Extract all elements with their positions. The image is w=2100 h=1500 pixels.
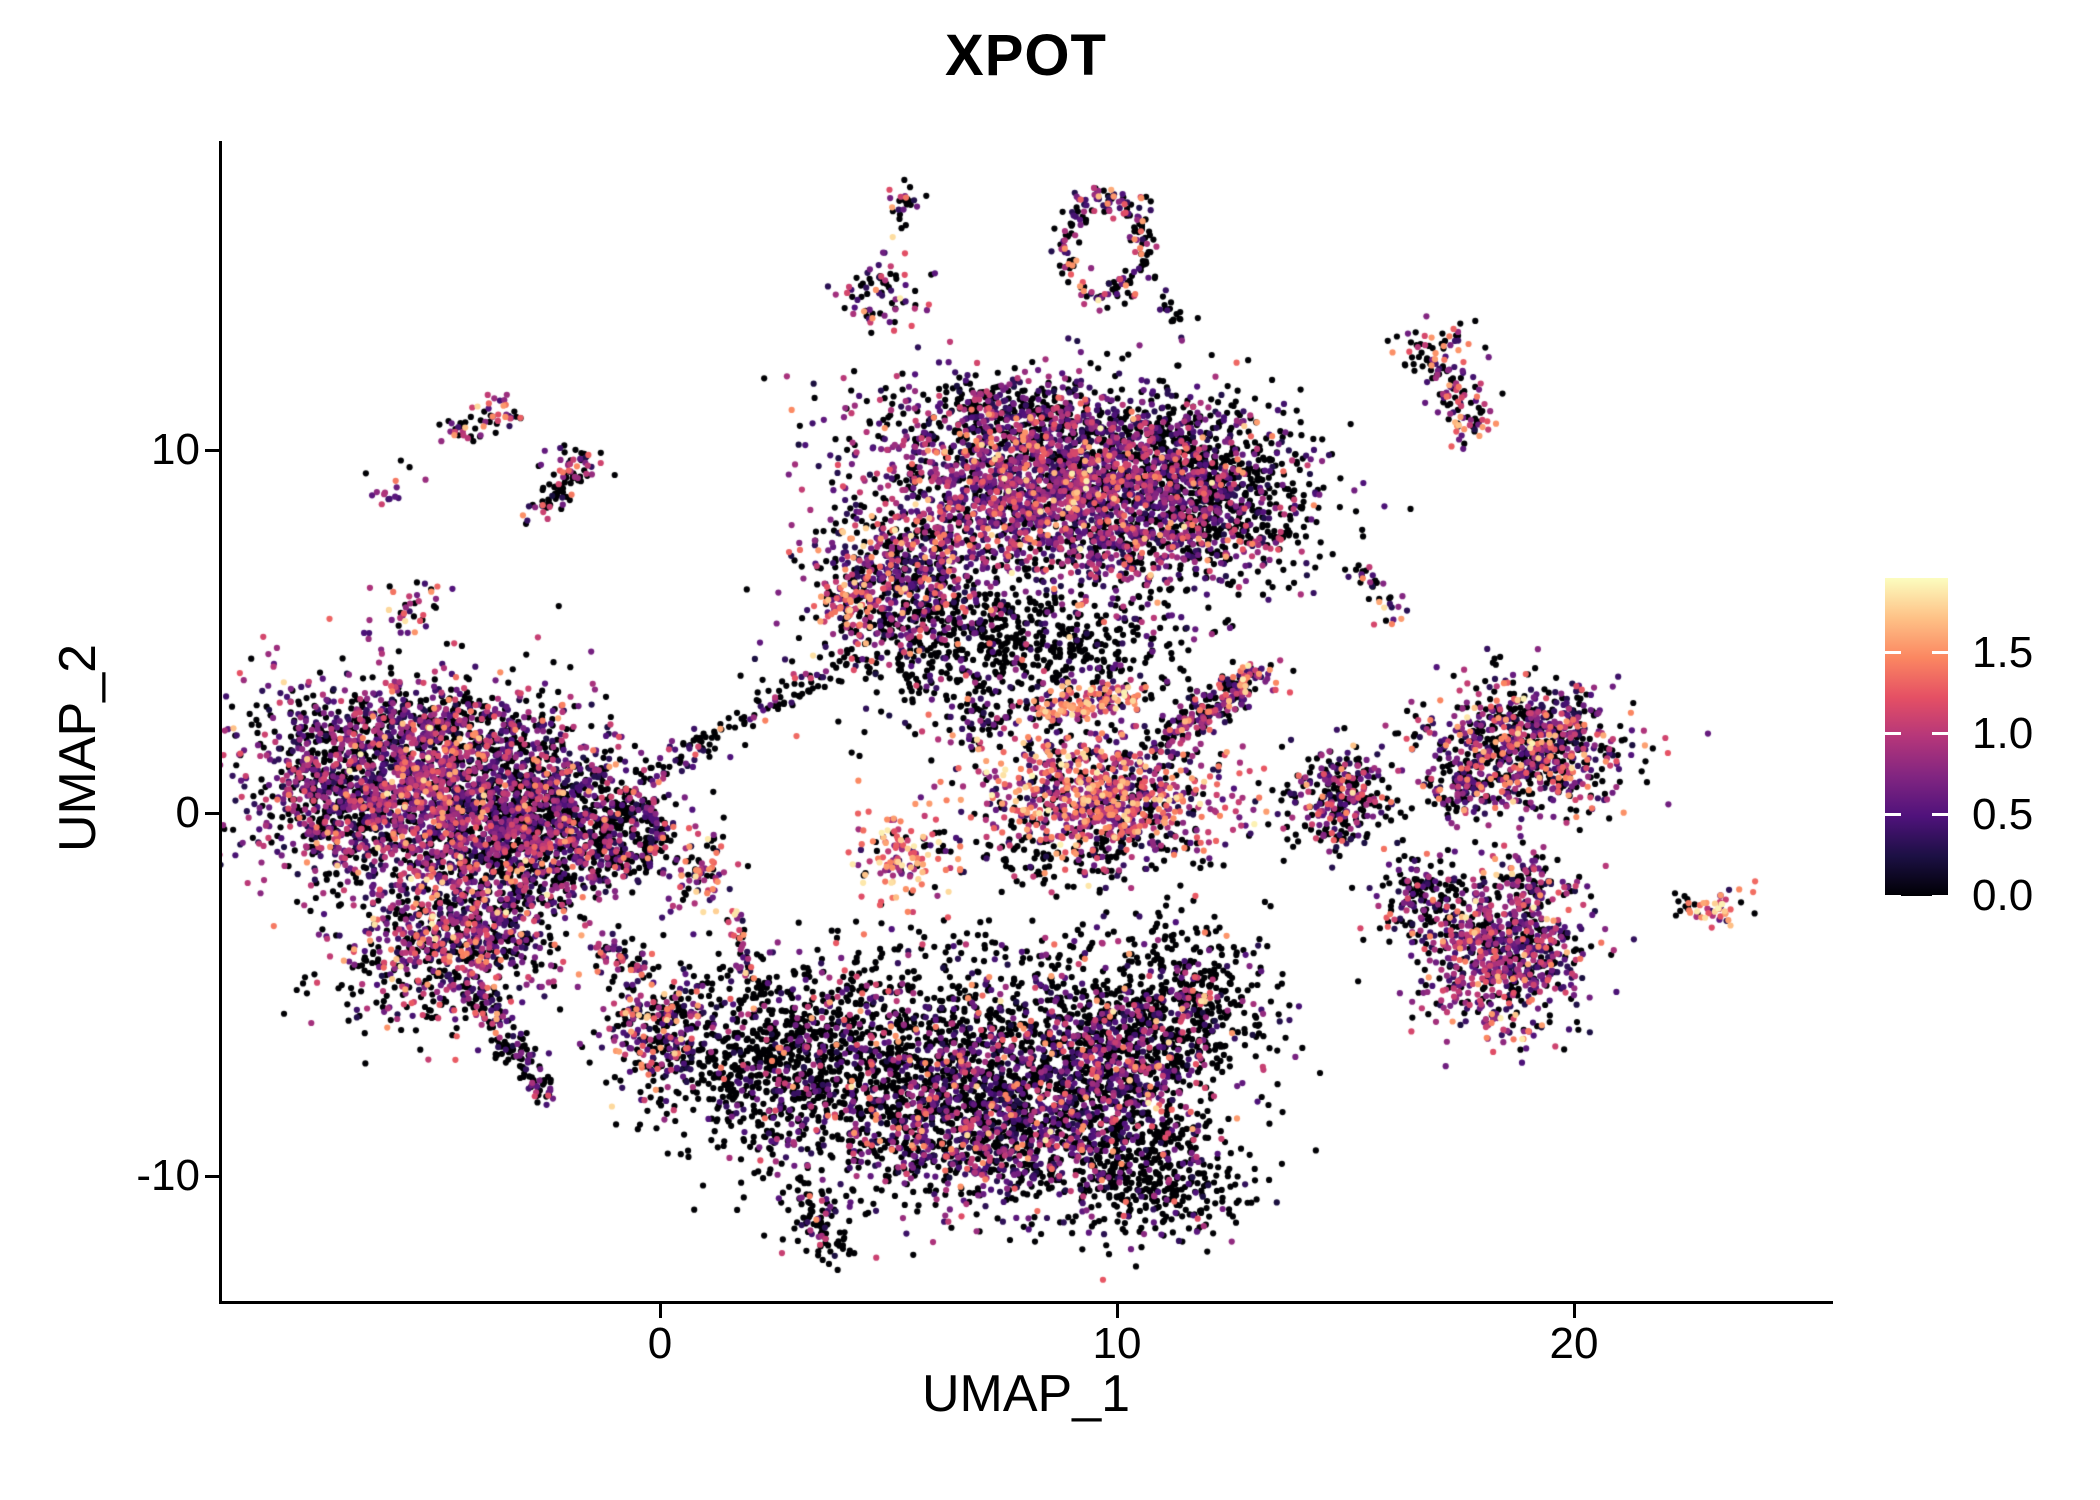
y-axis-title: UMAP_2 xyxy=(49,643,107,853)
y-tick-mark xyxy=(205,811,219,815)
x-tick-mark xyxy=(1115,1304,1119,1318)
x-tick-mark xyxy=(658,1304,662,1318)
colorbar-tick-label: 0.5 xyxy=(1972,789,2034,839)
umap-scatter-canvas xyxy=(222,143,1830,1302)
y-tick-mark xyxy=(205,448,219,452)
colorbar-tick-mark xyxy=(1932,651,1948,655)
y-tick-mark xyxy=(205,1174,219,1178)
colorbar-tick-mark xyxy=(1885,732,1901,736)
x-axis-line xyxy=(219,1301,1833,1304)
plot-panel xyxy=(222,143,1830,1302)
colorbar-tick-label: 1.0 xyxy=(1972,708,2034,758)
x-tick-label: 20 xyxy=(1549,1319,1599,1368)
colorbar-tick-mark xyxy=(1885,813,1901,817)
x-axis-title: UMAP_1 xyxy=(921,1365,1131,1423)
colorbar-tick-mark xyxy=(1885,894,1901,898)
colorbar-tick-label: 1.5 xyxy=(1972,627,2034,677)
colorbar-tick-label: 0.0 xyxy=(1972,871,2034,920)
y-tick-label: -10 xyxy=(136,1151,200,1200)
colorbar-tick-mark xyxy=(1932,732,1948,736)
colorbar-tick-mark xyxy=(1885,651,1901,655)
colorbar-gradient xyxy=(1885,578,1948,896)
y-axis-line xyxy=(219,141,222,1304)
colorbar-tick-mark xyxy=(1932,894,1948,898)
y-tick-label: 10 xyxy=(151,425,200,474)
x-tick-label: 0 xyxy=(647,1319,673,1368)
y-tick-label: 0 xyxy=(175,788,200,837)
colorbar-tick-mark xyxy=(1932,813,1948,817)
x-tick-mark xyxy=(1572,1304,1576,1318)
x-tick-label: 10 xyxy=(1092,1319,1142,1368)
page-title: XPOT xyxy=(945,23,1107,88)
